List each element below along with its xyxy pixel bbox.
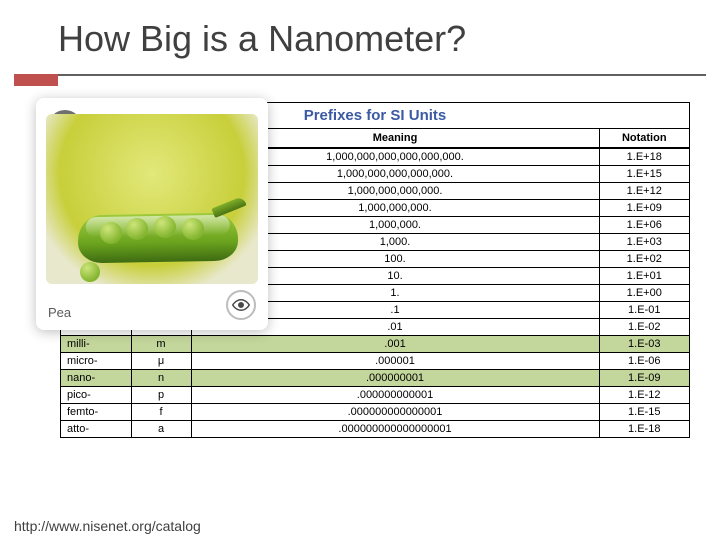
pea-illustration — [46, 114, 258, 284]
table-cell: nano- — [61, 370, 131, 387]
pea-2 — [126, 218, 148, 240]
table-cell: 1.E-18 — [599, 421, 689, 438]
table-cell: .001 — [191, 336, 599, 353]
table-cell: micro- — [61, 353, 131, 370]
table-row: pico-p.0000000000011.E-12 — [61, 387, 689, 404]
table-cell: 1.E-02 — [599, 319, 689, 336]
table-row: micro-μ.0000011.E-06 — [61, 353, 689, 370]
table-cell: 1.E-12 — [599, 387, 689, 404]
table-cell: 1.E-15 — [599, 404, 689, 421]
table-cell: pico- — [61, 387, 131, 404]
table-row: femto-f.0000000000000011.E-15 — [61, 404, 689, 421]
source-url: http://www.nisenet.org/catalog — [14, 518, 201, 534]
scale-card: -3 Pea — [36, 98, 268, 330]
accent-bar — [14, 74, 58, 86]
pea-stem — [211, 196, 246, 218]
table-row: milli-m.0011.E-03 — [61, 336, 689, 353]
slide-title: How Big is a Nanometer? — [0, 0, 720, 60]
table-cell: 1.E-06 — [599, 353, 689, 370]
table-cell: .000000000000001 — [191, 404, 599, 421]
table-cell: 1.E+02 — [599, 251, 689, 268]
table-cell: 1.E+00 — [599, 285, 689, 302]
pea-1 — [100, 222, 122, 244]
table-cell: .000000001 — [191, 370, 599, 387]
table-cell: f — [131, 404, 191, 421]
table-cell: .000000000001 — [191, 387, 599, 404]
table-cell: n — [131, 370, 191, 387]
table-cell: 1.E-01 — [599, 302, 689, 319]
card-label: Pea — [48, 305, 71, 320]
table-cell: m — [131, 336, 191, 353]
table-cell: femto- — [61, 404, 131, 421]
table-cell: 1.E+09 — [599, 200, 689, 217]
table-cell: milli- — [61, 336, 131, 353]
table-cell: .000001 — [191, 353, 599, 370]
table-cell: 1.E+03 — [599, 234, 689, 251]
table-cell: atto- — [61, 421, 131, 438]
title-divider — [58, 74, 706, 76]
col-header-notation: Notation — [599, 129, 689, 148]
table-cell: 1.E-03 — [599, 336, 689, 353]
table-cell: 1.E+18 — [599, 148, 689, 166]
pea-4 — [182, 218, 204, 240]
table-cell: 1.E-09 — [599, 370, 689, 387]
table-cell: p — [131, 387, 191, 404]
table-cell: 1.E+01 — [599, 268, 689, 285]
pea-loose — [80, 262, 100, 282]
table-cell: a — [131, 421, 191, 438]
table-cell: 1.E+12 — [599, 183, 689, 200]
table-cell: 1.E+06 — [599, 217, 689, 234]
table-cell: 1.E+15 — [599, 166, 689, 183]
table-row: nano-n.0000000011.E-09 — [61, 370, 689, 387]
table-cell: .000000000000000001 — [191, 421, 599, 438]
table-cell: μ — [131, 353, 191, 370]
eye-icon — [226, 290, 256, 320]
pea-3 — [154, 216, 176, 238]
table-row: atto-a.0000000000000000011.E-18 — [61, 421, 689, 438]
